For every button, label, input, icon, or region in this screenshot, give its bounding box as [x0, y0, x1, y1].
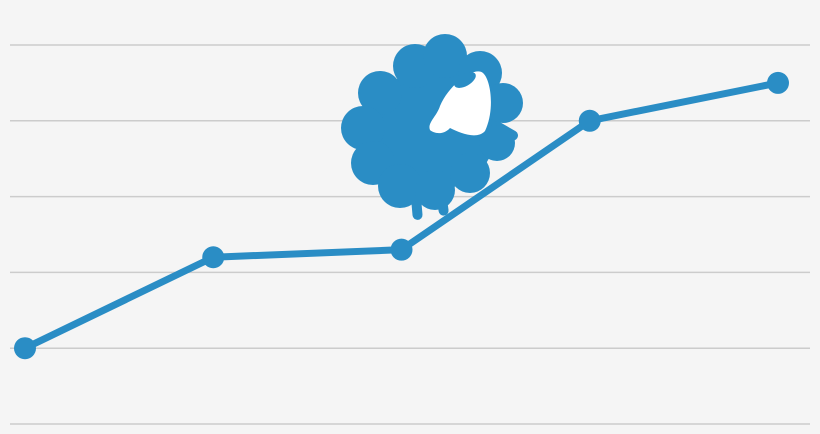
data-point: [578, 109, 601, 132]
data-point: [202, 246, 225, 269]
data-point: [390, 238, 413, 261]
data-point: [767, 71, 789, 94]
data-points: [14, 71, 789, 360]
sheep-icon: [341, 34, 523, 220]
data-point: [14, 337, 36, 360]
